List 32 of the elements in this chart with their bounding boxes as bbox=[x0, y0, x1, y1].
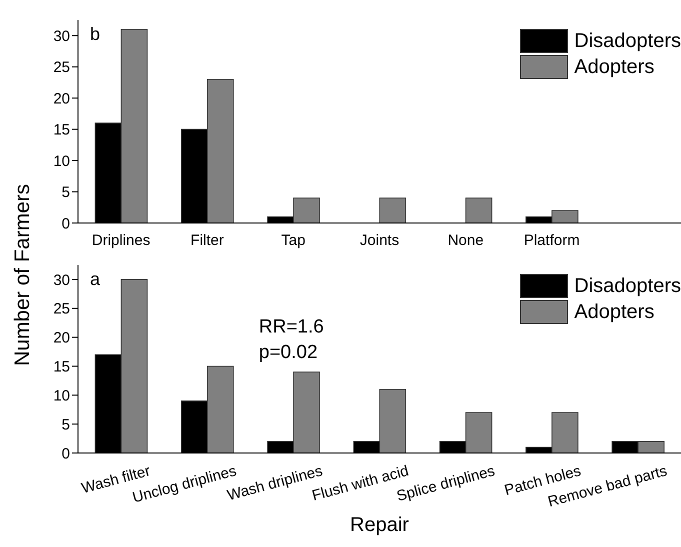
y-tick-label: 15 bbox=[53, 122, 70, 139]
y-tick-label: 30 bbox=[53, 272, 70, 289]
y-tick-label: 5 bbox=[62, 416, 70, 434]
y-tick-label: 10 bbox=[53, 152, 70, 170]
y-tick-label: 0 bbox=[62, 445, 70, 462]
legend-label: Disadopters bbox=[574, 274, 681, 298]
x-tick-label: Joints bbox=[360, 232, 400, 249]
bar bbox=[465, 198, 492, 223]
x-tick-label: Platform bbox=[524, 232, 580, 249]
y-tick-label: 20 bbox=[53, 330, 70, 347]
y-tick-label: 30 bbox=[53, 28, 70, 45]
legend-label: Adopters bbox=[574, 56, 654, 78]
legend-label: Adopters bbox=[574, 300, 654, 324]
x-axis-title: Repair bbox=[350, 514, 410, 536]
y-tick-label: 5 bbox=[62, 184, 70, 202]
y-axis-title: Number of Farmers bbox=[11, 182, 35, 368]
annotation: p=0.02 bbox=[258, 342, 318, 364]
x-tick-label: Driplines bbox=[92, 232, 150, 249]
annotation: RR=1.6 bbox=[258, 316, 324, 338]
x-tick-label: Filter bbox=[190, 232, 224, 249]
y-tick-label: 0 bbox=[62, 215, 70, 232]
x-tick-label: None bbox=[448, 232, 484, 249]
y-tick-label: 15 bbox=[53, 358, 70, 376]
bar bbox=[379, 198, 406, 223]
y-tick-label: 10 bbox=[53, 387, 70, 404]
y-tick-label: 20 bbox=[53, 90, 70, 108]
x-tick-label: Tap bbox=[281, 232, 306, 249]
y-tick-label: 25 bbox=[53, 300, 70, 318]
legend-label: Disadopters bbox=[574, 30, 681, 52]
chart-title: b bbox=[90, 24, 100, 44]
y-tick-label: 25 bbox=[53, 59, 70, 76]
chart-title: a bbox=[90, 269, 101, 289]
